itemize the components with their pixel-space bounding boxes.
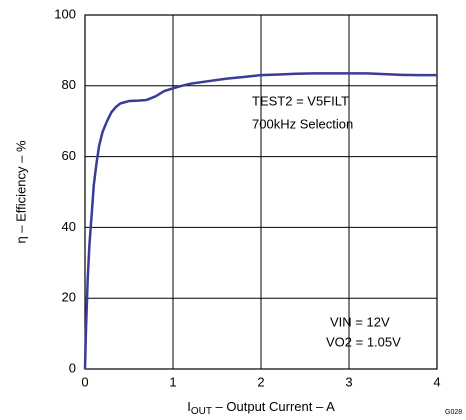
annotation: TEST2 = V5FILT bbox=[252, 93, 349, 108]
x-label-rest: – Output Current – A bbox=[212, 399, 335, 414]
annotation: 700kHz Selection bbox=[252, 116, 353, 131]
annotation: VO2 = 1.05V bbox=[326, 334, 401, 349]
y-tick-label: 60 bbox=[62, 148, 76, 163]
x-tick-label: 4 bbox=[433, 374, 440, 389]
x-tick-label: 1 bbox=[169, 374, 176, 389]
y-tick-label: 80 bbox=[62, 77, 76, 92]
y-tick-label: 100 bbox=[54, 6, 76, 21]
x-label-main: I bbox=[187, 399, 191, 414]
y-tick-label: 40 bbox=[62, 219, 76, 234]
figure-code: G028 bbox=[445, 409, 462, 416]
x-tick-label: 0 bbox=[81, 374, 88, 389]
data-line bbox=[83, 72, 437, 370]
x-axis-label: IOUT – Output Current – A bbox=[187, 399, 335, 416]
annotation: VIN = 12V bbox=[330, 314, 390, 329]
x-tick-label: 3 bbox=[345, 374, 352, 389]
y-axis-label: η – Efficiency – % bbox=[13, 140, 28, 244]
y-tick-label: 20 bbox=[62, 290, 76, 305]
y-tick-label: 0 bbox=[69, 360, 76, 375]
x-label-sub: OUT bbox=[191, 406, 212, 417]
x-tick-label: 2 bbox=[257, 374, 264, 389]
